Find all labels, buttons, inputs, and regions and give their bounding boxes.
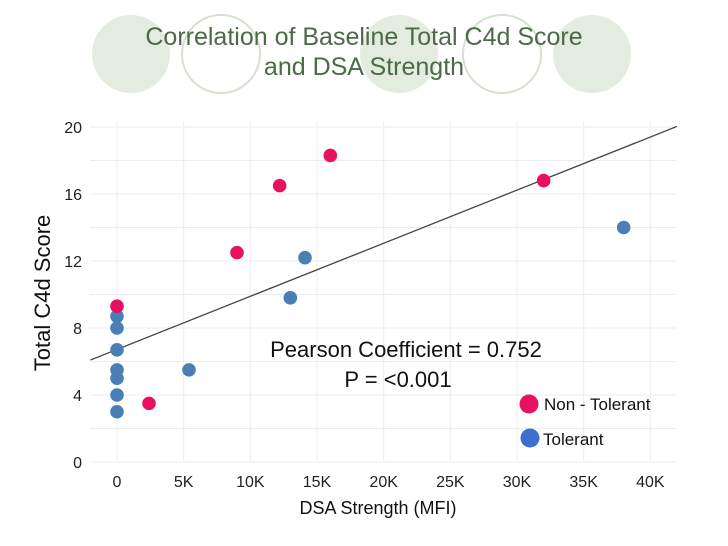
data-point [110, 342, 124, 357]
data-point [110, 404, 124, 419]
x-tick-label: 15K [303, 474, 332, 491]
data-points [110, 148, 631, 419]
legend-item-tolerant: Tolerant [520, 428, 604, 449]
data-point [110, 299, 124, 314]
y-tick-label: 20 [64, 120, 82, 137]
data-point [230, 245, 244, 260]
trendline [90, 125, 678, 361]
x-tick-label: 25K [436, 474, 465, 491]
decor-circle-filled [360, 15, 438, 93]
legend-label-tolerant: Tolerant [543, 430, 604, 449]
data-point [110, 371, 124, 386]
y-tick-label: 12 [64, 254, 82, 271]
x-tick-label: 0 [113, 474, 122, 491]
data-point [272, 178, 287, 193]
y-tick-label: 4 [73, 388, 82, 405]
x-tick-label: 35K [569, 474, 598, 491]
data-point [142, 396, 156, 411]
legend-marker-non-tolerant [519, 394, 539, 414]
data-point [110, 388, 124, 402]
y-axis-label: Total C4d Score [30, 215, 55, 372]
decor-circle-filled [553, 15, 631, 93]
title-line-2: and DSA Strength [263, 53, 465, 81]
data-point [182, 363, 196, 377]
data-point [283, 291, 298, 305]
x-axis-ticks: 0 5K 10K 15K 20K 25K 30K 35K 40K [113, 474, 665, 491]
series-tolerant [110, 220, 631, 419]
x-tick-label: 30K [503, 474, 532, 491]
legend: Non - Tolerant Tolerant [519, 394, 651, 449]
x-tick-label: 40K [636, 474, 665, 491]
title-decoration [92, 14, 631, 94]
legend-label-non-tolerant: Non - Tolerant [544, 395, 651, 414]
x-tick-label: 5K [174, 474, 194, 491]
decor-circle-outline [462, 14, 542, 94]
legend-marker-tolerant [520, 428, 540, 448]
p-value-annotation: P = <0.001 [344, 367, 451, 392]
data-point [536, 173, 551, 188]
decor-circle-outline [181, 14, 261, 94]
pearson-annotation: Pearson Coefficient = 0.752 [270, 337, 542, 362]
decor-circle-filled [92, 15, 170, 93]
x-tick-label: 10K [236, 474, 265, 491]
data-point [616, 220, 631, 235]
y-tick-label: 16 [64, 187, 82, 204]
y-tick-label: 8 [73, 321, 82, 338]
grid [90, 122, 676, 463]
data-point [110, 309, 124, 324]
title-line-1: Correlation of Baseline Total C4d Score [145, 23, 583, 51]
legend-item-non-tolerant: Non - Tolerant [519, 394, 651, 414]
x-tick-label: 20K [369, 474, 398, 491]
series-non-tolerant [110, 148, 551, 411]
y-axis-ticks: 0 4 8 12 16 20 [64, 120, 82, 472]
slide-title: Correlation of Baseline Total C4d Score … [0, 22, 728, 82]
data-point [323, 148, 338, 163]
data-point [298, 250, 312, 265]
y-tick-label: 0 [73, 455, 82, 472]
data-point [110, 321, 124, 335]
x-axis-label: DSA Strength (MFI) [299, 498, 456, 518]
